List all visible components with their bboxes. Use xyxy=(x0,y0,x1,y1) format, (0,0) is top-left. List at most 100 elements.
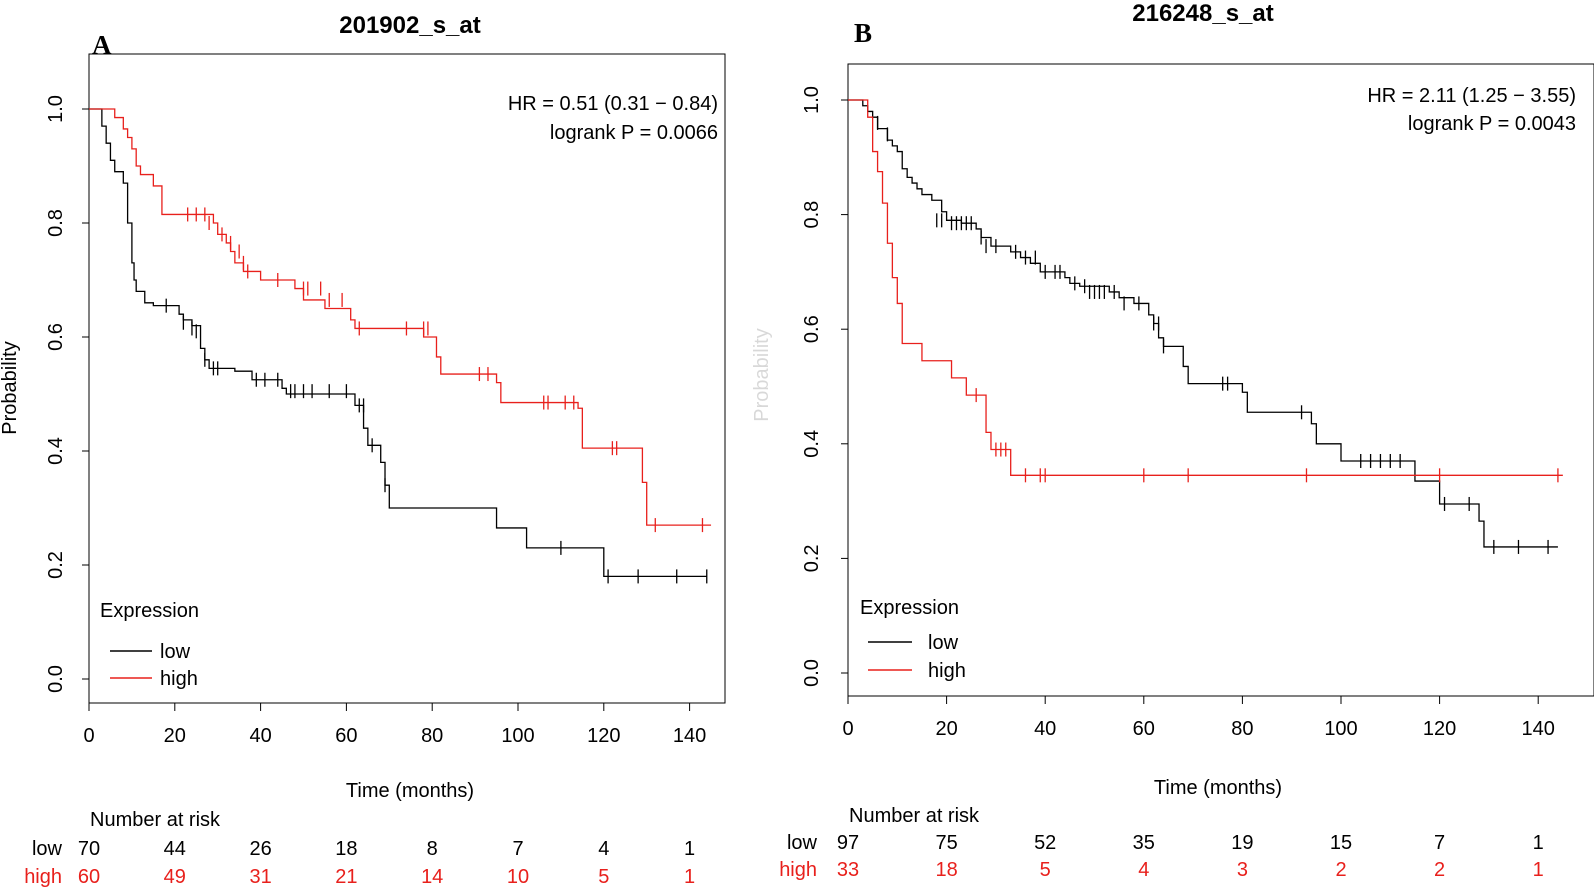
y-tick-label: 0.6 xyxy=(801,315,823,343)
risk-count-low: 44 xyxy=(164,838,186,860)
legend: Expression low high xyxy=(100,600,199,690)
risk-table: 97 75 52 35 19 15 7 1 33 18 5 4 3 2 2 1 xyxy=(837,832,1544,881)
survival-curves xyxy=(89,108,712,584)
risk-table-title: Number at risk xyxy=(849,805,980,827)
risk-count-high: 2 xyxy=(1335,859,1346,881)
risk-count-low: 7 xyxy=(512,838,523,860)
survival-line-high xyxy=(89,108,712,526)
risk-count-low: 75 xyxy=(935,832,957,854)
risk-count-high: 5 xyxy=(1040,859,1051,881)
risk-row-label-low: low xyxy=(32,838,63,860)
x-tick-label: 120 xyxy=(587,725,620,747)
legend-label-high: high xyxy=(928,660,966,682)
chart-title: 201902_s_at xyxy=(339,12,480,39)
panel-label: B xyxy=(854,18,872,48)
hazard-ratio-text: HR = 2.11 (1.25 − 3.55) xyxy=(1367,85,1576,107)
risk-count-low: 7 xyxy=(1434,832,1445,854)
y-tick-label: 0.0 xyxy=(801,659,823,687)
y-axis: 0.0 0.2 0.4 0.6 0.8 1.0 xyxy=(801,86,848,687)
legend: Expression low high xyxy=(860,597,966,682)
x-axis: 0 20 40 60 80 100 120 140 xyxy=(842,695,1558,740)
x-tick-label: 100 xyxy=(501,725,534,747)
legend-label-low: low xyxy=(928,632,959,654)
risk-count-low: 35 xyxy=(1133,832,1155,854)
y-tick-label: 0.8 xyxy=(801,201,823,229)
risk-count-low: 15 xyxy=(1330,832,1352,854)
y-tick-label: 0.2 xyxy=(45,551,67,579)
logrank-p-text: logrank P = 0.0066 xyxy=(550,122,718,144)
risk-count-high: 4 xyxy=(1138,859,1149,881)
y-tick-label: 0.6 xyxy=(45,323,67,351)
x-tick-label: 40 xyxy=(1034,718,1056,740)
risk-count-low: 52 xyxy=(1034,832,1056,854)
risk-table: 70 44 26 18 8 7 4 1 60 49 31 21 14 10 5 1 xyxy=(78,838,695,888)
risk-count-low: 4 xyxy=(598,838,609,860)
logrank-p-text: logrank P = 0.0043 xyxy=(1408,113,1576,135)
survival-line-low xyxy=(89,108,707,578)
chart-title: 216248_s_at xyxy=(1132,0,1273,27)
y-axis-label: Probability xyxy=(0,341,21,434)
x-tick-label: 80 xyxy=(1231,718,1253,740)
y-tick-label: 0.8 xyxy=(45,209,67,237)
legend-label-low: low xyxy=(160,641,191,663)
x-tick-label: 140 xyxy=(673,725,706,747)
risk-row-label-high: high xyxy=(24,866,62,888)
y-tick-label: 0.4 xyxy=(45,437,67,465)
y-axis: 0.0 0.2 0.4 0.6 0.8 1.0 xyxy=(45,95,89,693)
x-tick-label: 60 xyxy=(335,725,357,747)
x-axis-label: Time (months) xyxy=(346,780,474,802)
risk-count-low: 1 xyxy=(1533,832,1544,854)
risk-count-low: 26 xyxy=(249,838,271,860)
legend-title: Expression xyxy=(860,597,959,619)
panel-a: A 201902_s_at 0.0 0.2 0.4 0.6 0.8 1.0 0 20 40 60… xyxy=(0,12,726,888)
survival-curves xyxy=(848,99,1563,554)
y-tick-label: 0.4 xyxy=(801,430,823,458)
risk-row-label-low: low xyxy=(787,832,818,854)
x-axis-label: Time (months) xyxy=(1154,777,1282,799)
hazard-ratio-text: HR = 0.51 (0.31 − 0.84) xyxy=(508,93,718,115)
risk-count-high: 31 xyxy=(249,866,271,888)
risk-count-high: 2 xyxy=(1434,859,1445,881)
x-tick-label: 40 xyxy=(249,725,271,747)
x-tick-label: 100 xyxy=(1324,718,1357,740)
plot-frame xyxy=(847,63,1594,697)
survival-line-high xyxy=(848,99,1563,476)
risk-count-high: 3 xyxy=(1237,859,1248,881)
risk-count-low: 18 xyxy=(335,838,357,860)
risk-count-high: 1 xyxy=(684,866,695,888)
risk-count-high: 33 xyxy=(837,859,859,881)
y-axis-label: Probability xyxy=(751,328,773,421)
risk-count-high: 49 xyxy=(164,866,186,888)
x-tick-label: 0 xyxy=(842,718,853,740)
legend-title: Expression xyxy=(100,600,199,622)
risk-count-high: 5 xyxy=(598,866,609,888)
x-tick-label: 140 xyxy=(1522,718,1555,740)
survival-line-low xyxy=(848,99,1558,548)
y-tick-label: 1.0 xyxy=(45,95,67,123)
risk-count-low: 97 xyxy=(837,832,859,854)
y-tick-label: 1.0 xyxy=(801,86,823,114)
risk-count-high: 10 xyxy=(507,866,529,888)
panel-b: B 216248_s_at 0.0 0.2 0.4 0.6 0.8 1.0 0 20 40 60… xyxy=(751,0,1594,881)
risk-count-low: 70 xyxy=(78,838,100,860)
risk-count-high: 60 xyxy=(78,866,100,888)
risk-count-high: 14 xyxy=(421,866,443,888)
legend-label-high: high xyxy=(160,668,198,690)
risk-count-low: 19 xyxy=(1231,832,1253,854)
x-tick-label: 120 xyxy=(1423,718,1456,740)
risk-count-low: 1 xyxy=(684,838,695,860)
risk-row-label-high: high xyxy=(779,859,817,881)
y-tick-label: 0.2 xyxy=(801,544,823,572)
x-tick-label: 20 xyxy=(935,718,957,740)
x-tick-label: 80 xyxy=(421,725,443,747)
y-tick-label: 0.0 xyxy=(45,665,67,693)
x-tick-label: 60 xyxy=(1133,718,1155,740)
x-tick-label: 20 xyxy=(164,725,186,747)
panel-label: A xyxy=(92,30,112,60)
risk-count-high: 1 xyxy=(1533,859,1544,881)
risk-count-high: 18 xyxy=(935,859,957,881)
x-axis: 0 20 40 60 80 100 120 140 xyxy=(83,702,706,747)
x-tick-label: 0 xyxy=(83,725,94,747)
risk-count-low: 8 xyxy=(427,838,438,860)
